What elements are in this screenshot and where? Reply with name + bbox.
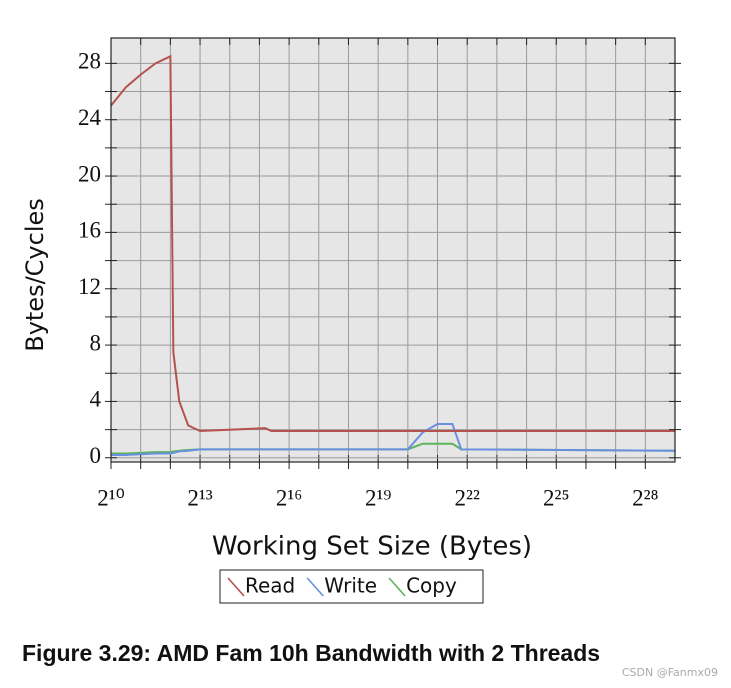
x-tick-label: 2¹⁶ bbox=[276, 485, 302, 510]
x-axis-label: Working Set Size (Bytes) bbox=[212, 532, 532, 562]
y-tick-label: 24 bbox=[78, 105, 102, 130]
legend-label: Write bbox=[324, 574, 377, 598]
legend bbox=[219, 569, 484, 604]
y-tick-label: 0 bbox=[90, 443, 102, 468]
legend-label: Copy bbox=[406, 574, 457, 598]
legend-swatch bbox=[388, 577, 406, 597]
y-axis-label: Bytes/Cycles bbox=[21, 198, 49, 352]
x-tick-label: 2¹⁰ bbox=[97, 485, 125, 510]
x-tick-label: 2²² bbox=[455, 485, 480, 510]
legend-swatch bbox=[306, 577, 324, 597]
y-tick-label: 16 bbox=[78, 218, 101, 243]
legend-swatch bbox=[227, 577, 245, 597]
data-line bbox=[110, 54, 675, 433]
y-tick-label: 4 bbox=[90, 387, 102, 412]
x-tick-label: 2²⁸ bbox=[632, 485, 658, 510]
watermark: CSDN @Fanmx09 bbox=[622, 666, 718, 679]
figure-title: Figure 3.29: AMD Fam 10h Bandwidth with … bbox=[22, 640, 600, 666]
y-tick-label: 28 bbox=[78, 49, 101, 74]
plot-frame bbox=[110, 37, 676, 463]
y-tick-label: 12 bbox=[78, 274, 101, 299]
plot-area bbox=[111, 38, 675, 462]
x-tick-label: 2²⁵ bbox=[543, 485, 569, 510]
y-tick-label: 20 bbox=[78, 161, 101, 186]
x-tick-label: 2¹⁹ bbox=[365, 485, 391, 510]
x-tick-label: 2¹³ bbox=[187, 485, 212, 510]
y-tick-label: 8 bbox=[90, 330, 102, 355]
data-line bbox=[111, 422, 676, 456]
legend-label: Read bbox=[245, 574, 295, 598]
